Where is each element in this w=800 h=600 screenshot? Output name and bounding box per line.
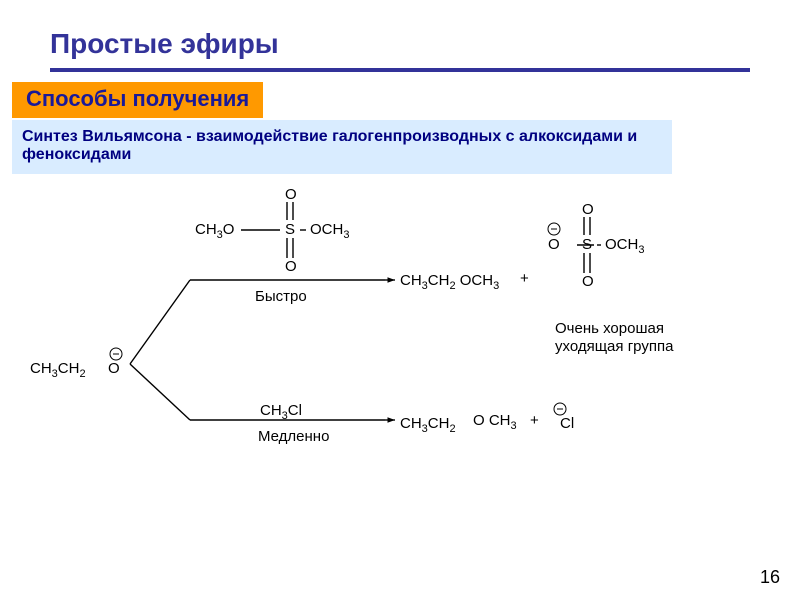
product-ether-1: CH3CH2 OCH3 xyxy=(400,272,499,292)
sulfur-atom: S xyxy=(582,236,592,253)
reaction-diagram: CH3CH2OSOOCH3OOCH3БыстроCH3ClМедленноCH3… xyxy=(0,180,800,540)
fast-label: Быстро xyxy=(255,288,307,305)
sulfate-right: OCH3 xyxy=(605,236,644,256)
sulfate-left: CH3O xyxy=(195,221,234,241)
page-number: 16 xyxy=(760,567,780,588)
oxygen-atom: O xyxy=(285,258,297,275)
slow-label: Медленно xyxy=(258,428,329,445)
leaving-group-note-2: уходящая группа xyxy=(555,338,673,355)
oxygen-atom: O xyxy=(582,273,594,290)
ch3cl-reagent: CH3Cl xyxy=(260,402,302,422)
diagram-svg xyxy=(0,180,800,540)
leaving-group-note-1: Очень хорошая xyxy=(555,320,664,337)
chloride-ion: Cl xyxy=(560,415,574,432)
oxygen-atom: O xyxy=(285,186,297,203)
plus-sign: + xyxy=(530,412,539,429)
sulfur-atom: S xyxy=(285,221,295,238)
ethyl-group: CH3CH2 xyxy=(30,360,86,380)
section-badge: Способы получения xyxy=(12,82,263,118)
plus-sign: + xyxy=(520,270,529,287)
title-rule xyxy=(50,68,750,72)
alkoxide-oxygen: O xyxy=(108,360,120,377)
method-description: Синтез Вильямсона - взаимодействие галог… xyxy=(12,120,672,174)
sulfate-left: O xyxy=(548,236,560,253)
product-ether-2b: O CH3 xyxy=(473,412,517,432)
page-title: Простые эфиры xyxy=(50,28,279,60)
product-ether-2a: CH3CH2 xyxy=(400,415,456,435)
sulfate-right: OCH3 xyxy=(310,221,349,241)
oxygen-atom: O xyxy=(582,201,594,218)
